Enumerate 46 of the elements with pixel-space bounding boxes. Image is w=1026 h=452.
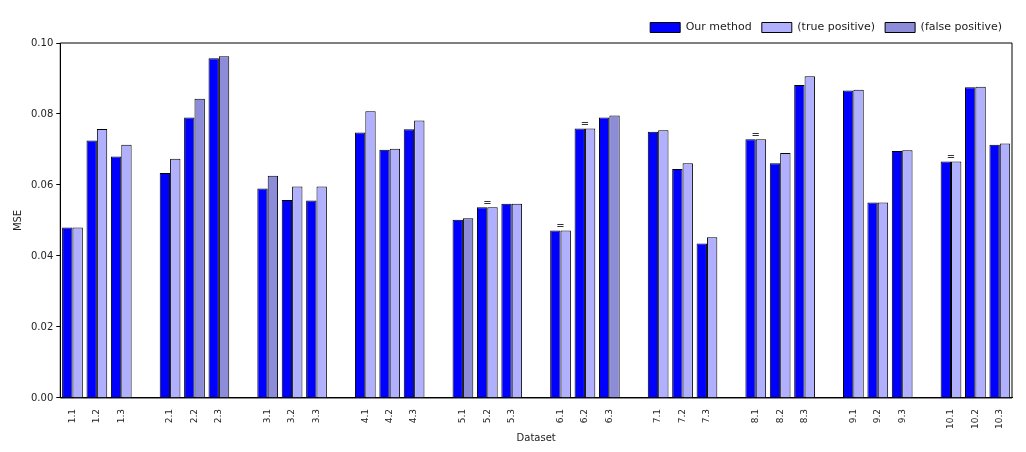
annotation: = xyxy=(580,118,590,130)
x-tick-label: 9.2 xyxy=(872,408,883,424)
legend-label: (false positive) xyxy=(920,20,1003,34)
y-tick-label: 0.10 xyxy=(31,36,54,48)
x-axis-title: Dataset xyxy=(516,431,556,443)
x-tick-label: 4.3 xyxy=(408,408,419,424)
legend-label: (true positive) xyxy=(797,20,876,34)
x-tick-label: 8.1 xyxy=(750,408,761,424)
x-tick-label: 1.3 xyxy=(115,408,126,424)
x-tick-label: 10.3 xyxy=(994,408,1005,430)
x-tick-label: 3.2 xyxy=(286,408,297,424)
x-tick-label: 5.3 xyxy=(506,408,517,424)
x-tick-label: 8.2 xyxy=(774,408,785,424)
x-tick-label: 5.1 xyxy=(457,408,468,424)
annotation: = xyxy=(556,220,565,232)
x-tick-label: 2.1 xyxy=(164,408,175,424)
x-tick-label: 9.1 xyxy=(847,408,858,424)
x-tick-label: 7.3 xyxy=(701,408,712,424)
x-tick-label: 1.2 xyxy=(91,408,102,424)
annotation: = xyxy=(946,151,956,163)
y-axis-title: MSE xyxy=(11,209,23,232)
y-tick-label: 0.04 xyxy=(31,249,54,261)
annotation: = xyxy=(483,196,492,208)
x-tick-label: 6.3 xyxy=(603,408,614,424)
x-tick-label: 1.1 xyxy=(66,408,77,424)
y-tick-label: 0.02 xyxy=(31,320,54,332)
x-tick-label: 7.1 xyxy=(652,408,663,424)
x-tick-label: 9.3 xyxy=(896,408,907,424)
x-tick-label: 3.3 xyxy=(310,408,321,424)
x-tick-label: 2.3 xyxy=(213,408,224,424)
x-tick-label: 6.2 xyxy=(579,408,590,424)
x-tick-label: 6.1 xyxy=(554,408,565,424)
x-tick-label: 7.2 xyxy=(676,408,687,424)
y-tick-label: 0.00 xyxy=(31,391,54,403)
y-tick-label: 0.06 xyxy=(31,178,54,190)
x-tick-label: 3.1 xyxy=(262,408,273,424)
x-tick-label: 10.2 xyxy=(969,408,980,430)
annotation: = xyxy=(751,128,760,140)
x-tick-label: 5.2 xyxy=(481,408,492,424)
x-tick-label: 4.1 xyxy=(359,408,370,424)
x-tick-label: 10.1 xyxy=(945,408,956,430)
x-tick-label: 4.2 xyxy=(384,408,395,424)
legend-label: Our method xyxy=(685,20,752,34)
x-tick-label: 2.2 xyxy=(188,408,199,424)
x-tick-label: 8.3 xyxy=(798,408,809,424)
y-tick-label: 0.08 xyxy=(31,107,54,119)
